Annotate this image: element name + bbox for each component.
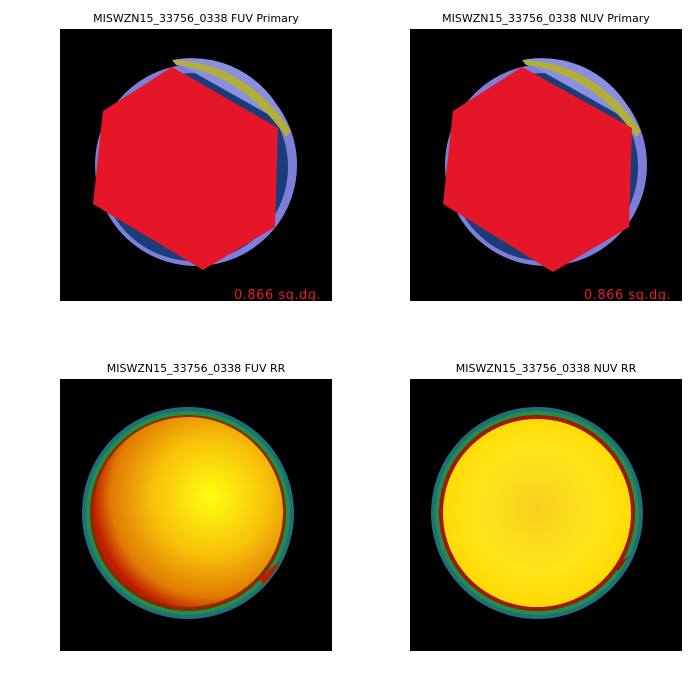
area-label: 0.866 sq.dg. [234,288,321,301]
rr-map-svg [60,379,332,651]
response-disk [443,419,631,607]
panel-title: MISWZN15_33756_0338 NUV Primary [442,12,650,25]
area-label: 0.866 sq.dg. [584,288,671,301]
nuv-primary-coverage-map: 0.866 sq.dg. [410,29,682,301]
edge-highlight [172,60,291,137]
rr-map-svg [410,379,682,651]
fuv-rr-map [60,379,332,651]
fuv-primary-coverage-map: 0.866 sq.dg. [60,29,332,301]
edge-defect [615,555,630,571]
hexagon-footprint [93,67,278,270]
edge-highlight [522,60,641,137]
panel-title: MISWZN15_33756_0338 FUV Primary [93,12,299,25]
hexagon-footprint [443,67,632,272]
panel-title: MISWZN15_33756_0338 NUV RR [455,362,637,375]
edge-defect [260,561,280,585]
coverage-map-svg: 0.866 sq.dg. [410,29,682,301]
nuv-rr-map [410,379,682,651]
coverage-map-svg: 0.866 sq.dg. [60,29,332,301]
response-disk [93,417,283,607]
panel-title: MISWZN15_33756_0338 FUV RR [106,362,286,375]
